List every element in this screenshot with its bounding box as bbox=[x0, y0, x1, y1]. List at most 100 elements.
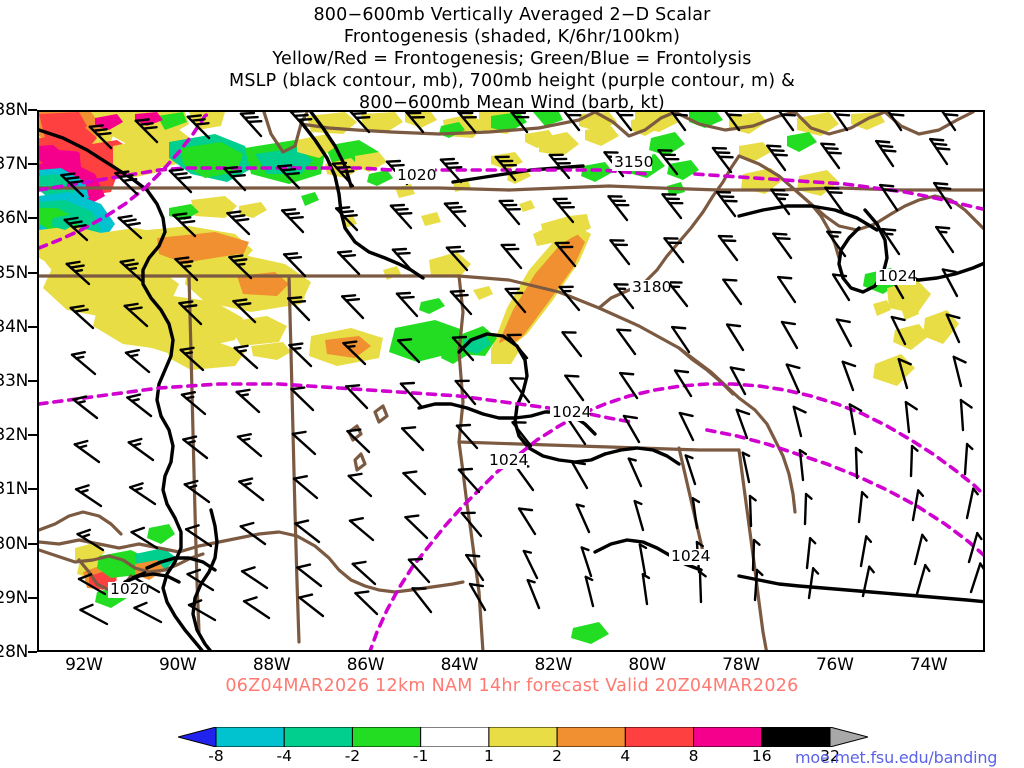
y-axis-label: 29N bbox=[0, 587, 28, 608]
wind-barb bbox=[351, 560, 377, 586]
wind-barb bbox=[239, 521, 267, 546]
wind-barb bbox=[187, 599, 217, 622]
map-plot-area[interactable]: 1020 1020 1024 1024 1024 1024 3150 3180 bbox=[37, 110, 985, 652]
wind-barb bbox=[803, 492, 813, 526]
wind-barb bbox=[500, 243, 523, 270]
wind-barb bbox=[673, 369, 693, 398]
wind-barb bbox=[766, 144, 789, 172]
wind-barb bbox=[294, 519, 321, 544]
wind-barb bbox=[881, 227, 901, 256]
colorbar-tick: 1 bbox=[483, 747, 494, 765]
wind-barb bbox=[63, 216, 89, 242]
colorbar-block bbox=[556, 727, 626, 747]
wind-barb bbox=[785, 363, 801, 394]
wind-barb bbox=[402, 470, 427, 496]
wind-barb bbox=[292, 475, 319, 500]
wind-barb bbox=[183, 479, 211, 504]
wind-barb bbox=[468, 582, 487, 612]
contour-labels: 1020 1020 1024 1024 1024 1024 3150 3180 bbox=[108, 153, 917, 598]
wind-barb bbox=[404, 514, 429, 540]
wind-barb bbox=[451, 335, 475, 362]
wind-barb bbox=[748, 494, 757, 528]
wind-barb bbox=[73, 439, 101, 464]
wind-barb bbox=[184, 524, 213, 548]
wind-barb bbox=[65, 260, 91, 286]
forecast-caption: 06Z04MAR2026 12km NAM 14hr forecast Vali… bbox=[225, 676, 799, 696]
mslp-contour-label: 1020 bbox=[110, 580, 149, 598]
wind-barb bbox=[741, 451, 751, 484]
frontogenesis-shading bbox=[39, 112, 959, 644]
wind-barb bbox=[511, 421, 533, 448]
wind-barb bbox=[561, 331, 583, 358]
colorbar-block bbox=[351, 727, 422, 747]
wind-barb bbox=[454, 379, 477, 406]
x-axis-label: 80W bbox=[628, 655, 666, 675]
wind-barb bbox=[226, 210, 251, 236]
wind-barb bbox=[340, 294, 365, 320]
wind-barb bbox=[861, 565, 875, 598]
colorbar-block bbox=[283, 727, 353, 747]
mslp-contour-label: 1024 bbox=[671, 547, 710, 565]
wind-barb bbox=[952, 355, 967, 388]
wind-barb bbox=[671, 325, 691, 354]
wind-barb bbox=[289, 112, 313, 136]
map-canvas: 1020 1020 1024 1024 1024 1024 3150 3180 bbox=[39, 112, 983, 650]
wind-barb bbox=[848, 403, 863, 436]
wind-barb bbox=[897, 357, 912, 390]
wind-barb bbox=[619, 371, 639, 400]
title-line-5: 800−600mb Mean Wind (barb, kt) bbox=[359, 93, 665, 113]
wind-barb bbox=[168, 168, 193, 194]
wind-barb bbox=[186, 114, 211, 140]
title-line-3: Yellow/Red = Frontogenesis; Green/Blue =… bbox=[272, 49, 752, 69]
wind-barb bbox=[522, 549, 539, 580]
wind-barb bbox=[909, 444, 919, 478]
wind-barb bbox=[915, 563, 931, 596]
wind-barb bbox=[291, 430, 317, 456]
wind-barb bbox=[124, 349, 151, 374]
wind-barb bbox=[663, 237, 685, 264]
colorbar-block bbox=[488, 727, 558, 747]
wind-barb bbox=[941, 112, 959, 132]
wind-barb bbox=[179, 346, 205, 372]
mslp-contour-label: 1024 bbox=[552, 403, 591, 421]
y-axis-label: 30N bbox=[0, 533, 28, 554]
wind-barb bbox=[127, 437, 155, 462]
wind-barb bbox=[941, 268, 959, 298]
wind-barb bbox=[76, 528, 105, 552]
wind-barb bbox=[615, 112, 634, 132]
wind-barb bbox=[859, 535, 873, 568]
wind-barb bbox=[296, 563, 323, 588]
wind-barb bbox=[498, 199, 521, 226]
wind-barb bbox=[711, 146, 734, 174]
wind-barb bbox=[443, 201, 467, 228]
wind-barb bbox=[391, 247, 415, 274]
wind-barb bbox=[235, 388, 261, 414]
wind-barb bbox=[735, 408, 751, 440]
wind-barb bbox=[552, 197, 575, 224]
wind-barb bbox=[334, 206, 359, 232]
wind-barb bbox=[240, 566, 269, 590]
colorbar-block bbox=[215, 727, 285, 747]
y-axis-label: 33N bbox=[0, 371, 28, 391]
wind-barb bbox=[622, 414, 641, 444]
wind-barb bbox=[824, 186, 845, 214]
wind-barb bbox=[290, 386, 315, 412]
wind-barb bbox=[722, 278, 743, 306]
wind-barb bbox=[517, 507, 537, 536]
wind-barb bbox=[228, 254, 253, 280]
wind-barb bbox=[407, 557, 431, 584]
colorbar[interactable]: -8 -4 -2 -1 1 2 4 8 16 32 bbox=[178, 727, 868, 768]
height-contour-label: 3150 bbox=[614, 153, 653, 171]
y-axis-label: 38N bbox=[0, 100, 28, 120]
wind-barb bbox=[348, 517, 375, 542]
x-axis-label: 86W bbox=[346, 655, 385, 675]
wind-barb bbox=[933, 181, 953, 210]
wind-barb bbox=[399, 381, 423, 408]
wind-barb bbox=[570, 460, 589, 490]
wind-barb bbox=[239, 112, 263, 138]
wind-barb bbox=[526, 578, 541, 610]
wind-barb bbox=[331, 161, 355, 188]
wind-barb bbox=[751, 538, 761, 572]
wind-barb bbox=[805, 536, 817, 570]
